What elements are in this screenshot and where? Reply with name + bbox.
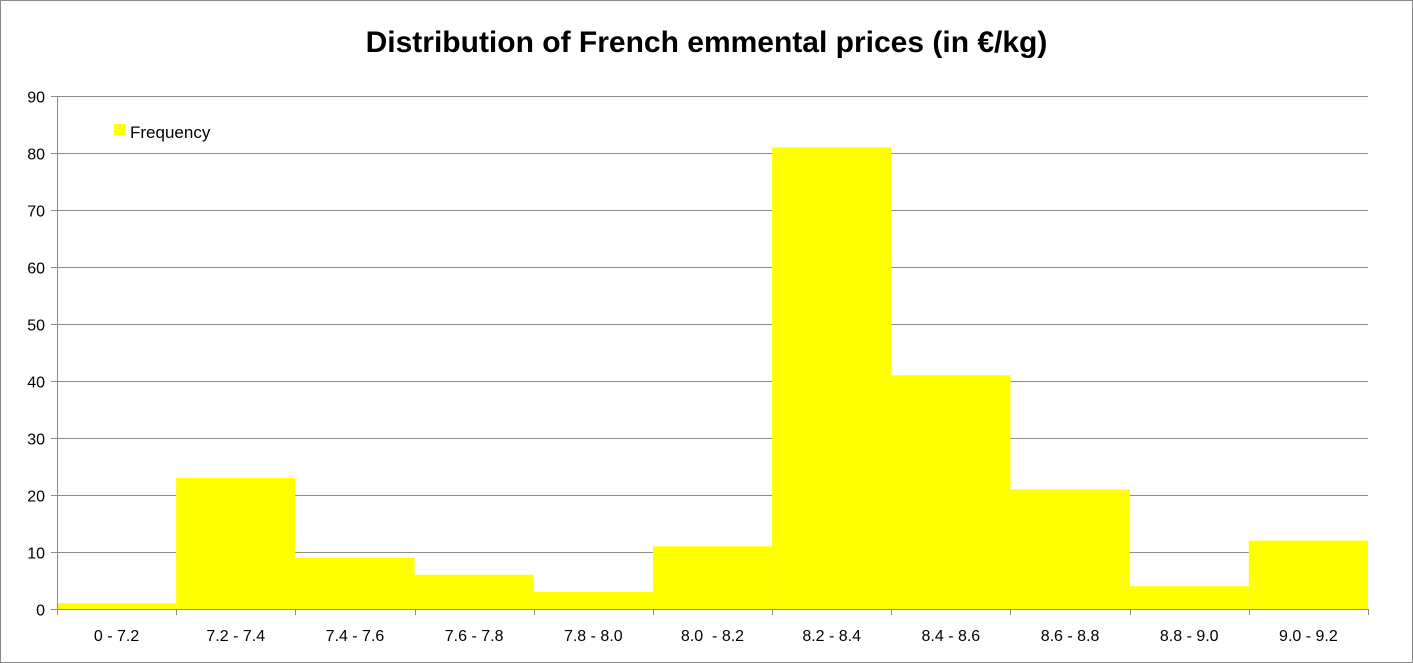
y-tick-labels: 0 10 20 30 40 50 60 70 80 90: [27, 90, 45, 620]
y-tick-label: 30: [27, 432, 45, 449]
bars: [57, 147, 1368, 610]
y-tick-label: 90: [27, 90, 45, 107]
x-tick-label: 8.6 - 8.8: [1041, 628, 1100, 645]
bar: [295, 557, 415, 609]
bar: [414, 574, 534, 609]
y-tick-label: 50: [27, 318, 45, 335]
bar: [533, 591, 653, 609]
y-tick-label: 20: [27, 489, 45, 506]
x-tick-label: 8.2 - 8.4: [802, 628, 861, 645]
chart-title: Distribution of French emmental prices (…: [365, 26, 1048, 59]
x-tick-label: 8.4 - 8.6: [922, 628, 981, 645]
y-tick-label: 10: [27, 546, 45, 563]
x-tick-labels: 0 - 7.2 7.2 - 7.4 7.4 - 7.6 7.6 - 7.8 7.8 - …: [94, 628, 1338, 645]
x-tick-label: 0 - 7.2: [94, 628, 139, 645]
x-tick-label: 9.0 - 9.2: [1279, 628, 1338, 645]
bar: [176, 477, 296, 609]
y-tick-label: 40: [27, 375, 45, 392]
legend-label: Frequency: [130, 123, 211, 142]
bar: [772, 147, 892, 610]
x-tick-label: 8.0 - 8.2: [681, 628, 744, 645]
bar: [1010, 489, 1130, 609]
y-tick-label: 70: [27, 204, 45, 221]
x-tick-label: 7.6 - 7.8: [445, 628, 504, 645]
bar: [1248, 540, 1368, 609]
x-tick-label: 7.8 - 8.0: [564, 628, 623, 645]
bar: [57, 603, 177, 609]
x-tick-label: 7.4 - 7.6: [326, 628, 385, 645]
y-tick-label: 60: [27, 261, 45, 278]
axes: [51, 96, 1369, 615]
bar: [1129, 586, 1249, 609]
y-tick-label: 80: [27, 147, 45, 164]
y-tick-label: 0: [36, 603, 45, 620]
legend: Frequency: [114, 123, 211, 142]
legend-swatch: [114, 124, 125, 135]
bar: [891, 375, 1011, 609]
x-tick-label: 7.2 - 7.4: [206, 628, 265, 645]
bar: [652, 546, 773, 609]
x-tick-label: 8.8 - 9.0: [1160, 628, 1219, 645]
